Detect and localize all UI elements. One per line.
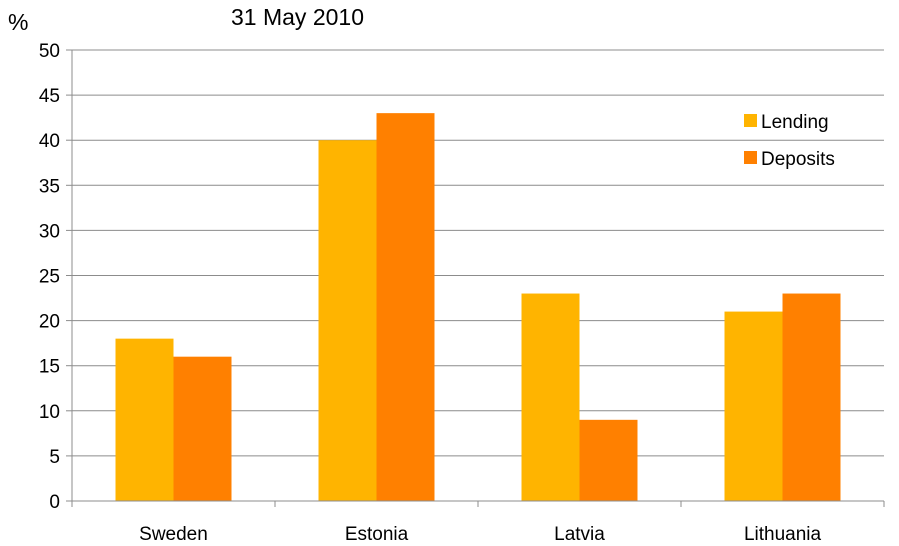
legend-label-lending: Lending [761,112,829,133]
bar-deposits-latvia [579,419,638,501]
y-axis-unit-label: % [8,9,28,35]
y-tick-label: 15 [39,357,60,378]
x-category-label: Sweden [139,524,208,545]
y-tick-label: 35 [39,176,60,197]
x-axis-labels: Sweden Estonia Latvia Lithuania [139,524,821,545]
bars [115,113,841,501]
bar-deposits-sweden [173,356,232,501]
y-tick-label: 10 [39,402,60,423]
bar-lending-latvia [521,293,580,501]
legend-swatch-deposits [744,151,757,164]
legend: Lending Deposits [744,112,835,170]
axes [71,50,885,507]
y-tick-label: 50 [39,41,60,62]
y-tick-label: 40 [39,131,60,152]
legend-swatch-lending [744,114,757,127]
y-tick-label: 20 [39,312,60,333]
x-category-label: Latvia [554,524,605,545]
bar-lending-estonia [318,140,377,501]
y-tick-label: 25 [39,267,60,288]
y-tick-label: 5 [49,447,60,468]
bar-lending-sweden [115,338,174,501]
y-axis-ticks: 0 5 10 15 20 25 30 35 40 45 50 [39,41,72,513]
x-category-label: Lithuania [744,524,822,545]
bar-deposits-lithuania [782,293,841,501]
legend-label-deposits: Deposits [761,149,835,170]
y-tick-label: 30 [39,221,60,242]
x-category-label: Estonia [345,524,409,545]
bar-deposits-estonia [376,113,435,501]
y-tick-label: 0 [49,492,60,513]
bar-lending-lithuania [724,311,783,501]
y-tick-label: 45 [39,86,60,107]
chart-subtitle: 31 May 2010 [231,4,364,30]
